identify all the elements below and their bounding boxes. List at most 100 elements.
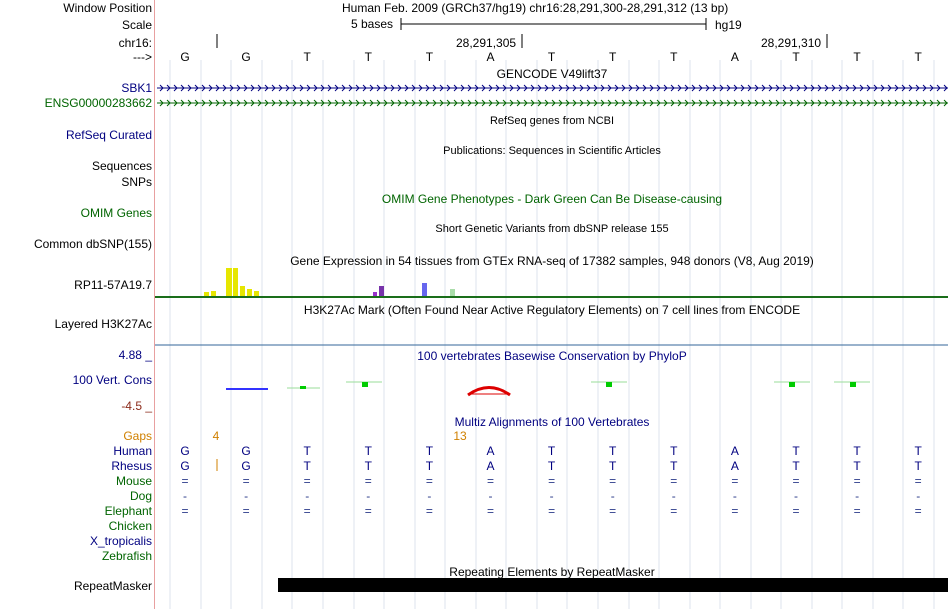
alignment-base: =	[242, 474, 250, 488]
ruler-base: T	[853, 50, 861, 64]
species-label-dog[interactable]: Dog	[129, 489, 152, 503]
ruler-base: G	[241, 50, 251, 64]
alignment-base: T	[547, 444, 556, 458]
alignment-base: -	[488, 489, 493, 503]
ruler-base: T	[609, 50, 617, 64]
gap-count-1: 4	[212, 429, 220, 443]
alignment-base: T	[914, 444, 922, 458]
alignment-base: A	[730, 459, 739, 473]
repeatmasker-label[interactable]: RepeatMasker	[73, 579, 152, 593]
species-label-rhesus[interactable]: Rhesus	[111, 459, 152, 473]
position-tick-2: 28,291,310	[761, 36, 822, 50]
alignment-base: T	[670, 459, 678, 473]
scale-label[interactable]: Scale	[121, 18, 152, 32]
alignment-base: =	[364, 504, 372, 518]
scale-value: 5 bases	[351, 17, 394, 31]
alignment-base: T	[853, 444, 861, 458]
species-label-chicken[interactable]: Chicken	[108, 519, 152, 533]
label-margin-border	[154, 0, 155, 609]
dbsnp-title: Short Genetic Variants from dbSNP releas…	[435, 223, 669, 235]
alignment-base: =	[792, 474, 800, 488]
conservation-min: -4.5 _	[121, 399, 152, 413]
snps-label[interactable]: SNPs	[121, 175, 152, 189]
alignment-base: T	[609, 459, 617, 473]
alignment-base: A	[486, 444, 495, 458]
ruler-base: T	[425, 50, 434, 64]
alignment-base: =	[303, 504, 311, 518]
species-label-zebrafish[interactable]: Zebrafish	[101, 549, 152, 563]
refseq-label[interactable]: RefSeq Curated	[65, 128, 152, 142]
alignment-base: T	[670, 444, 678, 458]
ruler-base: A	[730, 50, 739, 64]
ensg-gene-line[interactable]	[157, 99, 948, 107]
strand-arrow-label[interactable]: --->	[133, 50, 152, 64]
refseq-title: RefSeq genes from NCBI	[489, 115, 615, 127]
alignment-base: T	[547, 459, 556, 473]
alignment-base: =	[486, 504, 495, 518]
alignment-base: -	[366, 489, 371, 503]
alignment-base: =	[853, 504, 861, 518]
alignment-base: =	[364, 474, 372, 488]
dbsnp-label[interactable]: Common dbSNP(155)	[33, 237, 152, 251]
alignment-base: =	[425, 504, 433, 518]
species-label-elephant[interactable]: Elephant	[104, 504, 152, 518]
alignment-base: =	[548, 504, 556, 518]
alignment-base: =	[486, 474, 495, 488]
window-position-label[interactable]: Window Position	[63, 1, 152, 15]
sequences-label[interactable]: Sequences	[91, 159, 152, 173]
gtex-bars[interactable]	[204, 268, 455, 296]
alignment-base: =	[731, 504, 739, 518]
gtex-gene-label[interactable]: RP11-57A19.7	[74, 278, 152, 292]
window-position-value: Human Feb. 2009 (GRCh37/hg19) chr16:28,2…	[342, 1, 729, 15]
alignment-base: -	[427, 489, 432, 503]
alignment-base: =	[731, 474, 739, 488]
alignment-base: -	[916, 489, 921, 503]
alignment-base: -	[305, 489, 310, 503]
omim-label[interactable]: OMIM Genes	[80, 206, 152, 220]
ruler-base: T	[364, 50, 372, 64]
multiz-title: Multiz Alignments of 100 Vertebrates	[454, 415, 650, 429]
alignment-base: G	[180, 444, 190, 458]
position-tick-1: 28,291,305	[456, 36, 517, 50]
scale-db: hg19	[715, 18, 742, 32]
conservation-max: 4.88 _	[118, 348, 152, 362]
alignment-base: =	[914, 504, 922, 518]
alignment-base: =	[242, 504, 250, 518]
repeatmasker-title: Repeating Elements by RepeatMasker	[449, 565, 655, 579]
repeatmasker-block[interactable]	[278, 578, 948, 592]
alignment-base: -	[610, 489, 615, 503]
ruler-base: T	[547, 50, 556, 64]
sbk1-label[interactable]: SBK1	[121, 81, 152, 95]
alignment-base: G	[241, 459, 251, 473]
alignment-base: =	[303, 474, 311, 488]
alignment-base: -	[244, 489, 249, 503]
gaps-label[interactable]: Gaps	[123, 429, 152, 443]
conservation-marks[interactable]	[226, 381, 870, 397]
alignment-base: T	[425, 444, 434, 458]
alignment-base: -	[794, 489, 798, 503]
alignment-base: =	[792, 504, 800, 518]
species-label-human[interactable]: Human	[113, 444, 152, 458]
ruler-base: T	[914, 50, 922, 64]
species-label-mouse[interactable]: Mouse	[115, 474, 152, 488]
species-label-x_tropicalis[interactable]: X_tropicalis	[89, 534, 152, 548]
alignment-base: T	[425, 459, 434, 473]
alignment-base: =	[914, 474, 922, 488]
ensg-label[interactable]: ENSG00000283662	[44, 96, 152, 110]
ruler-base: T	[303, 50, 311, 64]
alignment-base: T	[364, 459, 372, 473]
sbk1-gene-line[interactable]	[157, 84, 948, 92]
alignment-base: A	[730, 444, 739, 458]
alignment-base: =	[609, 474, 617, 488]
alignment-base: -	[732, 489, 737, 503]
h3k27ac-label[interactable]: Layered H3K27Ac	[54, 317, 152, 331]
gap-count-2: 13	[453, 429, 467, 443]
chrom-label[interactable]: chr16:	[118, 36, 152, 50]
alignment-base: T	[303, 459, 311, 473]
conservation-label[interactable]: 100 Vert. Cons	[72, 373, 152, 387]
alignment-base: =	[548, 474, 556, 488]
alignment-base: G	[241, 444, 251, 458]
alignment-base: T	[792, 459, 800, 473]
ruler-base: A	[486, 50, 495, 64]
